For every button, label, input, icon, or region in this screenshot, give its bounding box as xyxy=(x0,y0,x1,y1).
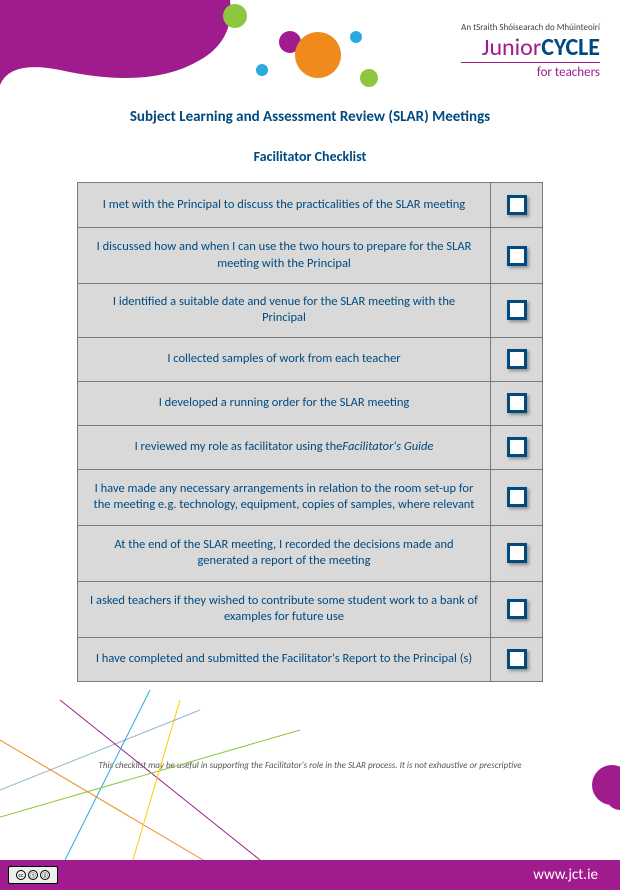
checkbox[interactable] xyxy=(507,437,527,457)
checklist-item-text: I identified a suitable date and venue f… xyxy=(77,284,491,338)
brand-word-junior: Junior xyxy=(482,33,541,62)
header-dot xyxy=(223,4,247,28)
checklist-item-text: I discussed how and when I can use the t… xyxy=(77,228,491,284)
page-subtitle: Facilitator Checklist xyxy=(0,148,620,165)
checklist-row: I have made any necessary arrangements i… xyxy=(77,470,543,526)
checkbox[interactable] xyxy=(507,649,527,669)
decorative-lines xyxy=(0,700,320,860)
checklist-row: I asked teachers if they wished to contr… xyxy=(77,582,543,638)
checklist-checkbox-cell xyxy=(491,284,543,338)
checklist-item-text: I asked teachers if they wished to contr… xyxy=(77,582,491,638)
checklist-item-text: At the end of the SLAR meeting, I record… xyxy=(77,526,491,582)
brand-logo: An tSraith Shóisearach do Mhúinteoirí Ju… xyxy=(461,22,600,80)
checklist-item-text: I developed a running order for the SLAR… xyxy=(77,382,491,426)
header-dot xyxy=(360,69,378,87)
checklist-row: I developed a running order for the SLAR… xyxy=(77,382,543,426)
checklist-row: At the end of the SLAR meeting, I record… xyxy=(77,526,543,582)
footer-url: www.jct.ie xyxy=(533,866,598,884)
footer-bar: www.jct.ie xyxy=(0,860,620,890)
checkbox[interactable] xyxy=(507,246,527,266)
checkbox[interactable] xyxy=(507,487,527,507)
checklist-row: I reviewed my role as facilitator using … xyxy=(77,426,543,470)
checklist-checkbox-cell xyxy=(491,470,543,526)
checkbox[interactable] xyxy=(507,599,527,619)
checklist-checkbox-cell xyxy=(491,426,543,470)
checklist-checkbox-cell xyxy=(491,228,543,284)
checklist-table: I met with the Principal to discuss the … xyxy=(77,182,543,682)
brand-tagline: An tSraith Shóisearach do Mhúinteoirí xyxy=(461,22,600,33)
brand-word-cycle: CYCLE xyxy=(541,33,600,62)
side-dot xyxy=(606,782,620,810)
checkbox[interactable] xyxy=(507,300,527,320)
checklist-item-text: I reviewed my role as facilitator using … xyxy=(77,426,491,470)
checklist-row: I met with the Principal to discuss the … xyxy=(77,182,543,228)
checklist-checkbox-cell xyxy=(491,182,543,228)
checklist-item-text: I have completed and submitted the Facil… xyxy=(77,638,491,682)
brand-name: JuniorCYCLE xyxy=(461,33,600,62)
checkbox[interactable] xyxy=(507,543,527,563)
checklist-checkbox-cell xyxy=(491,382,543,426)
brand-subtitle: for teachers xyxy=(461,62,600,80)
header-dot xyxy=(350,31,362,43)
header-dot xyxy=(256,64,268,76)
checklist-item-text: I met with the Principal to discuss the … xyxy=(77,182,491,228)
checklist-row: I identified a suitable date and venue f… xyxy=(77,284,543,338)
checklist-row: I have completed and submitted the Facil… xyxy=(77,638,543,682)
checkbox[interactable] xyxy=(507,195,527,215)
checkbox[interactable] xyxy=(507,393,527,413)
footnote: This checklist may be useful in supporti… xyxy=(0,760,620,771)
checklist-checkbox-cell xyxy=(491,338,543,382)
checkbox[interactable] xyxy=(507,349,527,369)
header-dot xyxy=(295,32,341,78)
checklist-item-text: I have made any necessary arrangements i… xyxy=(77,470,491,526)
checklist-checkbox-cell xyxy=(491,638,543,682)
cc-license-badge: cc①② xyxy=(8,866,58,884)
checklist-checkbox-cell xyxy=(491,582,543,638)
checklist-row: I discussed how and when I can use the t… xyxy=(77,228,543,284)
checklist-checkbox-cell xyxy=(491,526,543,582)
checklist-item-text: I collected samples of work from each te… xyxy=(77,338,491,382)
checklist-row: I collected samples of work from each te… xyxy=(77,338,543,382)
page-title: Subject Learning and Assessment Review (… xyxy=(0,108,620,126)
